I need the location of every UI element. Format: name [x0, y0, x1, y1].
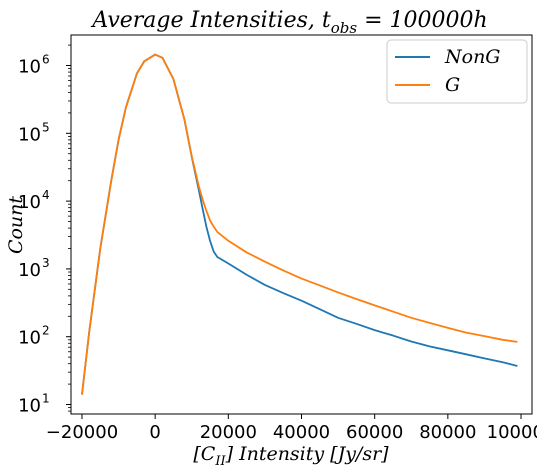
x-axis: −20000 0 20000 40000 60000 80000 100000: [46, 414, 537, 443]
legend: NonG G: [386, 39, 528, 104]
series-line-g: [81, 53, 518, 395]
chart-title-text: Average Intensities, t: [90, 8, 331, 33]
y-tick-label: 10: [18, 192, 41, 213]
y-tick-exponent: 3: [42, 256, 50, 270]
x-tick-label: −20000: [46, 422, 118, 443]
y-tick-exponent: 6: [42, 53, 50, 67]
chart-title-subscript: obs: [331, 19, 358, 37]
y-tick-label: 10: [18, 396, 41, 417]
x-axis-title-text: [C: [193, 443, 215, 465]
y-tick-exponent: 1: [42, 392, 50, 406]
legend-label-g: G: [445, 74, 460, 96]
x-tick-label: 20000: [200, 422, 257, 443]
y-tick-exponent: 2: [42, 324, 50, 338]
x-tick-label: 0: [149, 422, 160, 443]
x-axis-title-subscript: II: [214, 454, 226, 469]
y-tick-label: 10: [18, 57, 41, 78]
chart-title: Average Intensities, tobs = 100000h: [90, 8, 487, 37]
x-tick-label: 40000: [273, 422, 330, 443]
y-tick-exponent: 4: [42, 188, 50, 202]
x-axis-title: [CII] Intensity [Jy/sr]: [193, 443, 389, 469]
y-tick-label: 10: [18, 260, 41, 281]
y-axis-title: Count: [5, 196, 27, 254]
y-tick-label: 10: [18, 328, 41, 349]
x-tick-label: 80000: [419, 422, 476, 443]
x-tick-label: 60000: [346, 422, 403, 443]
chart-title-suffix: = 100000h: [357, 8, 488, 33]
y-tick-label: 10: [18, 124, 41, 145]
legend-box: [386, 39, 528, 104]
x-tick-label: 100000: [487, 422, 537, 443]
x-axis-title-suffix: ] Intensity [Jy/sr]: [225, 443, 390, 465]
legend-label-nong: NonG: [444, 46, 500, 68]
series-layer: [81, 53, 518, 395]
y-tick-exponent: 5: [42, 120, 50, 134]
